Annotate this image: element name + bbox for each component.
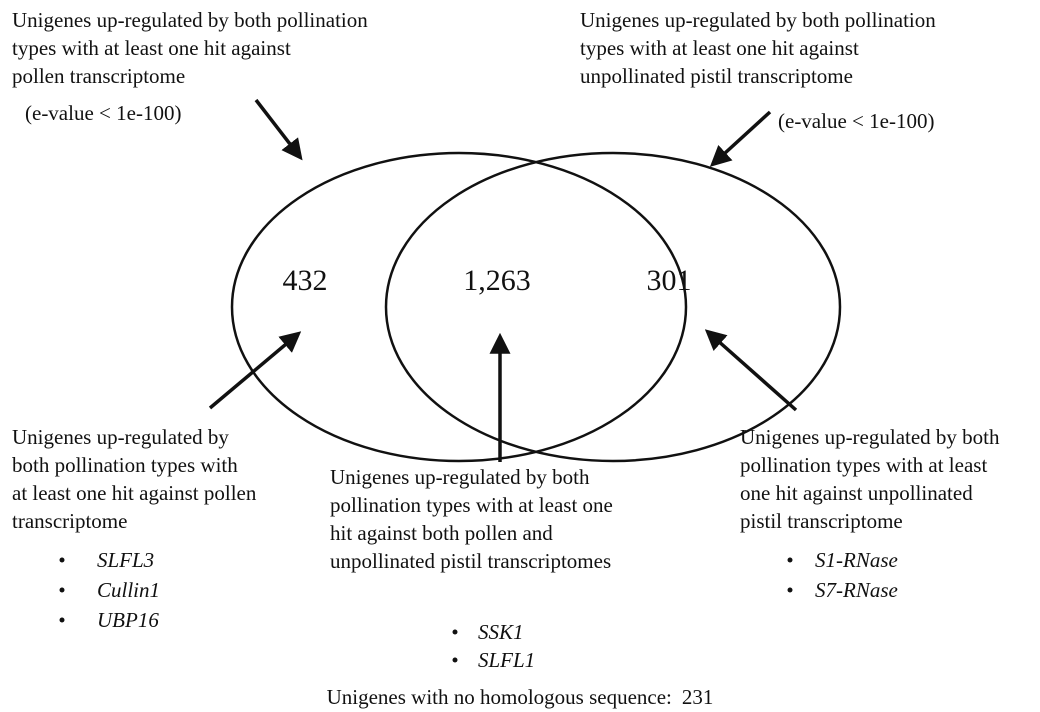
description-line: pollination types with at least one	[330, 493, 613, 517]
right-count: 301	[647, 264, 692, 297]
gene-name: SLFL3	[97, 548, 154, 572]
description-line: at least one hit against pollen	[12, 481, 257, 505]
description-line: Unigenes up-regulated by both	[330, 465, 590, 489]
bullet	[787, 587, 793, 593]
bullet	[59, 557, 65, 563]
description-line: pistil transcriptome	[740, 509, 903, 533]
description-line: hit against both pollen and	[330, 521, 553, 545]
description-line: Unigenes up-regulated by both pollinatio…	[580, 8, 936, 32]
left-set	[230, 151, 688, 463]
gene-name: S1-RNase	[815, 548, 898, 572]
footer-count: 231	[682, 685, 714, 709]
description-line: types with at least one hit against	[580, 36, 859, 60]
note: (e-value < 1e-100)	[25, 101, 181, 125]
description-line: unpollinated pistil transcriptomes	[330, 549, 611, 573]
description-line: Unigenes up-regulated by both	[740, 425, 1000, 449]
gene-name: SLFL1	[478, 648, 535, 672]
description-line: pollination types with at least	[740, 453, 987, 477]
gene-name: UBP16	[97, 608, 159, 632]
footer-label: Unigenes with no homologous sequence:	[327, 685, 672, 709]
description-line: one hit against unpollinated	[740, 481, 973, 505]
center-count: 1,263	[463, 264, 531, 297]
bullet	[452, 657, 458, 663]
description-line: transcriptome	[12, 509, 127, 533]
description-line: Unigenes up-regulated by both pollinatio…	[12, 8, 368, 32]
description-line: unpollinated pistil transcriptome	[580, 64, 853, 88]
gene-name: Cullin1	[97, 578, 160, 602]
bullet	[452, 629, 458, 635]
left-count: 432	[283, 264, 328, 297]
description-line: types with at least one hit against	[12, 36, 291, 60]
description-line: pollen transcriptome	[12, 64, 185, 88]
footer: Unigenes with no homologous sequence: 231	[327, 685, 714, 709]
bullet	[787, 557, 793, 563]
description-line: Unigenes up-regulated by	[12, 425, 229, 449]
description-line: both pollination types with	[12, 453, 238, 477]
arrows	[208, 98, 798, 462]
bullet	[59, 617, 65, 623]
right-set	[384, 151, 842, 463]
bullet	[59, 587, 65, 593]
gene-name: SSK1	[478, 620, 524, 644]
gene-name: S7-RNase	[815, 578, 898, 602]
note: (e-value < 1e-100)	[778, 109, 934, 133]
